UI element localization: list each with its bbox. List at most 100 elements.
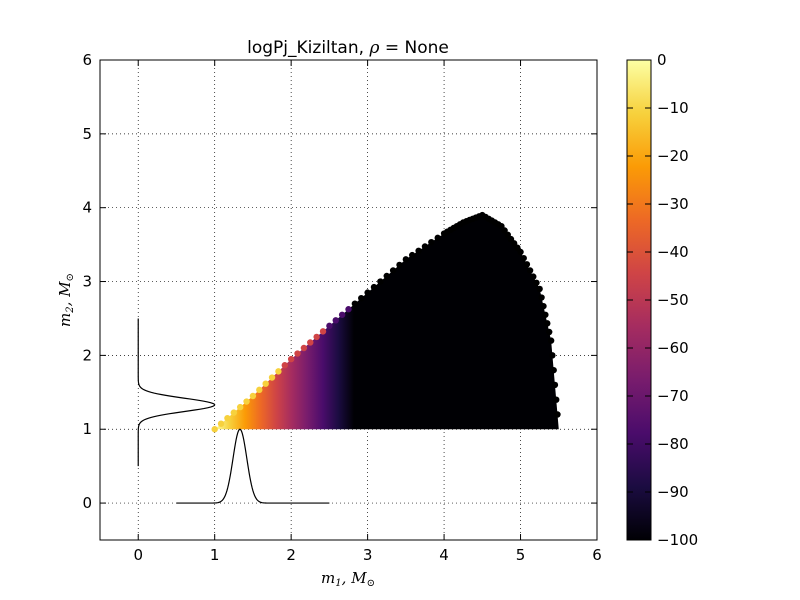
scatter-point [275,368,282,375]
scatter-point [300,344,308,352]
xlabel-sub: 1 [335,578,341,589]
x-axis-label: m1, M⊙ [321,569,375,589]
ylabel-comma: , M [56,281,74,307]
y-tick-label: 5 [82,125,92,143]
y-tick-label: 0 [82,494,92,512]
xlabel-m: m [321,569,335,587]
scatter-point [530,273,537,280]
scatter-point [370,283,378,291]
colorbar-tick-label: −10 [657,99,689,117]
marginal-curves [137,318,330,504]
y-tick-label: 6 [82,51,92,69]
title-prefix: logPj_Kiziltan, [247,38,369,58]
marginal-m2-curve [137,318,216,467]
x-tick-label: 4 [439,546,449,564]
scatter-point [551,381,559,389]
colorbar-tick-label: −70 [657,387,689,405]
colorbar-tick-label: −80 [657,435,689,453]
scatter-point [377,278,384,285]
scatter-point [546,328,553,336]
scatter-point [326,322,333,330]
colorbar-ticks: 0 −10 −20 −30 −40 −50 −60 −70 −80 −90 −100 [627,51,698,549]
marginal-m1-curve [176,428,330,504]
scatter-point [428,238,435,246]
colorbar-tick-label: −90 [657,483,689,501]
scatter-point [249,392,257,400]
x-tick-label: 3 [363,546,373,564]
scatter-point [533,279,540,286]
y-tick-label: 2 [82,346,92,364]
scatter-point [402,256,410,263]
colorbar-tick-label: −50 [657,291,689,309]
scatter-point [364,289,371,296]
scatter-points-area [214,215,559,430]
scatter-point [262,380,269,387]
colorbar-tick-label: 0 [657,51,667,69]
title-rho: ρ [368,38,379,58]
scatter-point [389,267,397,274]
scatter-point [554,411,561,418]
ylabel-sun: ⊙ [65,273,76,281]
scatter-point [536,285,543,293]
colorbar-tick-label: −30 [657,195,689,213]
y-axis-label: m2, M⊙ [56,273,76,327]
scatter-point [358,294,365,302]
ylabel-sub: 2 [65,306,76,313]
scatter-point [549,352,556,359]
colorbar-tick-label: −60 [657,339,689,357]
scatter-point [319,328,327,335]
scatter-point [523,261,531,268]
xlabel-comma: , M [342,569,368,587]
scatter-point [553,396,560,403]
scatter-point [409,251,416,259]
y-axis-ticks: 0 1 2 3 4 5 6 [82,51,597,512]
scatter-point [268,374,276,381]
scatter-point [351,300,359,307]
scatter-point [396,261,403,269]
scatter-point [415,247,422,254]
chart-title: logPj_Kiziltan, ρ = None [247,38,449,58]
scatter-point [281,362,288,369]
title-eq: = [379,38,404,58]
x-tick-label: 2 [286,546,296,564]
scatter-point [434,234,441,242]
y-tick-label: 3 [82,273,92,291]
scatter-point [332,317,339,324]
plot-frame [99,59,598,541]
scatter-point [421,243,429,250]
scatter-point [540,302,547,310]
title-suffix: None [405,38,449,58]
scatter-point [236,403,244,411]
scatter-point [544,320,551,327]
colorbar-tick-label: −20 [657,147,689,165]
scatter-point [224,414,231,422]
x-tick-label: 6 [592,546,602,564]
x-tick-label: 5 [516,546,526,564]
scatter-point [287,355,295,363]
scatter-point [211,426,218,433]
scatter-point [313,333,320,341]
scatter-point [217,420,225,427]
scatter-point [243,398,250,405]
x-axis-ticks: 0 1 2 3 4 5 6 [133,60,602,564]
scatter-point [294,350,301,357]
colorbar-tick-label: −100 [657,531,698,549]
scatter-point [550,366,557,374]
scatter-point [538,294,545,301]
y-tick-label: 4 [82,199,92,217]
xlabel-sun: ⊙ [367,578,375,589]
x-tick-label: 0 [133,546,143,564]
scatter-point [547,337,555,344]
scatter-region [211,211,561,433]
scatter-point [383,272,390,280]
scatter-point [345,306,352,313]
ylabel-m: m [56,313,74,327]
scatter-point [230,409,238,416]
y-tick-label: 1 [82,420,92,438]
scatter-point [256,386,263,394]
scatter-point [307,339,314,346]
x-tick-label: 1 [210,546,220,564]
scatter-point [542,311,549,318]
scatter-point [526,267,534,274]
